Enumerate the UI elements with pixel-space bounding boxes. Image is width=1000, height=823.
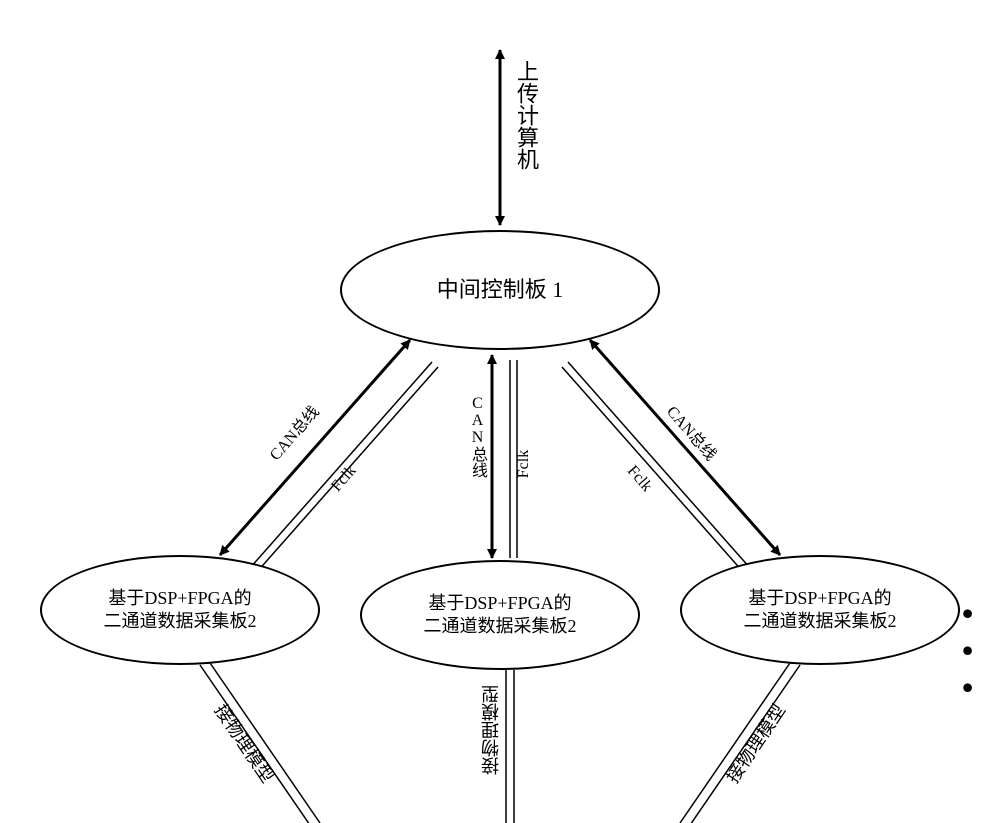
node-center-line2: 二通道数据采集板2 (424, 616, 577, 636)
upload-label: 上传计算机 (510, 60, 542, 170)
node-left-line2: 二通道数据采集板2 (104, 611, 257, 631)
ellipsis: • • • (962, 595, 1000, 706)
center-phys-label: 接物理模型 (478, 685, 504, 775)
left-can-arrow (220, 340, 410, 555)
node-top: 中间控制板 1 (340, 230, 660, 350)
node-left: 基于DSP+FPGA的 二通道数据采集板2 (40, 555, 320, 665)
node-right-line2: 二通道数据采集板2 (744, 611, 897, 631)
right-phys-line1 (680, 660, 792, 823)
center-can-label: CAN总线 (465, 395, 489, 478)
node-right-line1: 基于DSP+FPGA的 (748, 588, 891, 608)
node-top-label: 中间控制板 1 (437, 276, 564, 305)
node-left-line1: 基于DSP+FPGA的 (108, 588, 251, 608)
left-fclk-line1 (250, 362, 432, 568)
center-fclk-label: Fclk (515, 450, 533, 478)
node-center: 基于DSP+FPGA的 二通道数据采集板2 (360, 560, 640, 670)
left-phys-line1 (208, 660, 320, 823)
right-fclk-line2 (562, 367, 744, 573)
node-right: 基于DSP+FPGA的 二通道数据采集板2 (680, 555, 960, 665)
node-center-line1: 基于DSP+FPGA的 (428, 593, 571, 613)
right-fclk-line1 (568, 362, 750, 568)
right-can-arrow (590, 340, 780, 555)
